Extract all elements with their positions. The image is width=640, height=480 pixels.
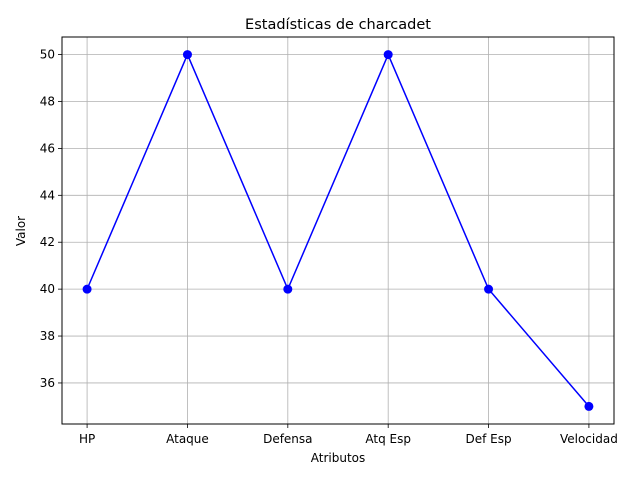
x-tick-label: HP [79, 432, 95, 446]
y-tick-label: 44 [40, 188, 55, 202]
plot-frame [61, 36, 615, 425]
data-point-ataque [182, 50, 192, 60]
x-tick-label: Velocidad [560, 432, 618, 446]
data-point-def-esp [484, 284, 494, 294]
y-tick-label: 36 [40, 376, 55, 390]
x-axis-label: Atributos [311, 451, 366, 465]
x-tick-label: Def Esp [465, 432, 511, 446]
x-axis-ticks: HP Ataque Defensa Atq Esp Def Esp Velocidad [79, 424, 618, 446]
chart-title: Estadísticas de charcadet [245, 17, 431, 33]
series-line-group [82, 50, 594, 411]
grid-lines [62, 37, 614, 424]
y-tick-label: 42 [40, 235, 55, 249]
y-tick-label: 46 [40, 141, 55, 155]
x-tick-label: Defensa [263, 432, 312, 446]
series-line [86, 52, 590, 407]
y-axis-ticks: 36 38 40 42 44 46 48 50 [40, 48, 62, 390]
y-tick-label: 48 [40, 95, 55, 109]
data-point-atq-esp [383, 50, 393, 60]
data-point-velocidad [584, 401, 594, 411]
y-tick-label: 40 [40, 282, 55, 296]
y-tick-label: 50 [40, 48, 55, 62]
x-tick-label: Ataque [166, 432, 209, 446]
data-point-defensa [283, 284, 293, 294]
data-point-hp [82, 284, 92, 294]
y-tick-label: 38 [40, 329, 55, 343]
x-tick-label: Atq Esp [365, 432, 411, 446]
y-axis-label: Valor [14, 216, 28, 246]
